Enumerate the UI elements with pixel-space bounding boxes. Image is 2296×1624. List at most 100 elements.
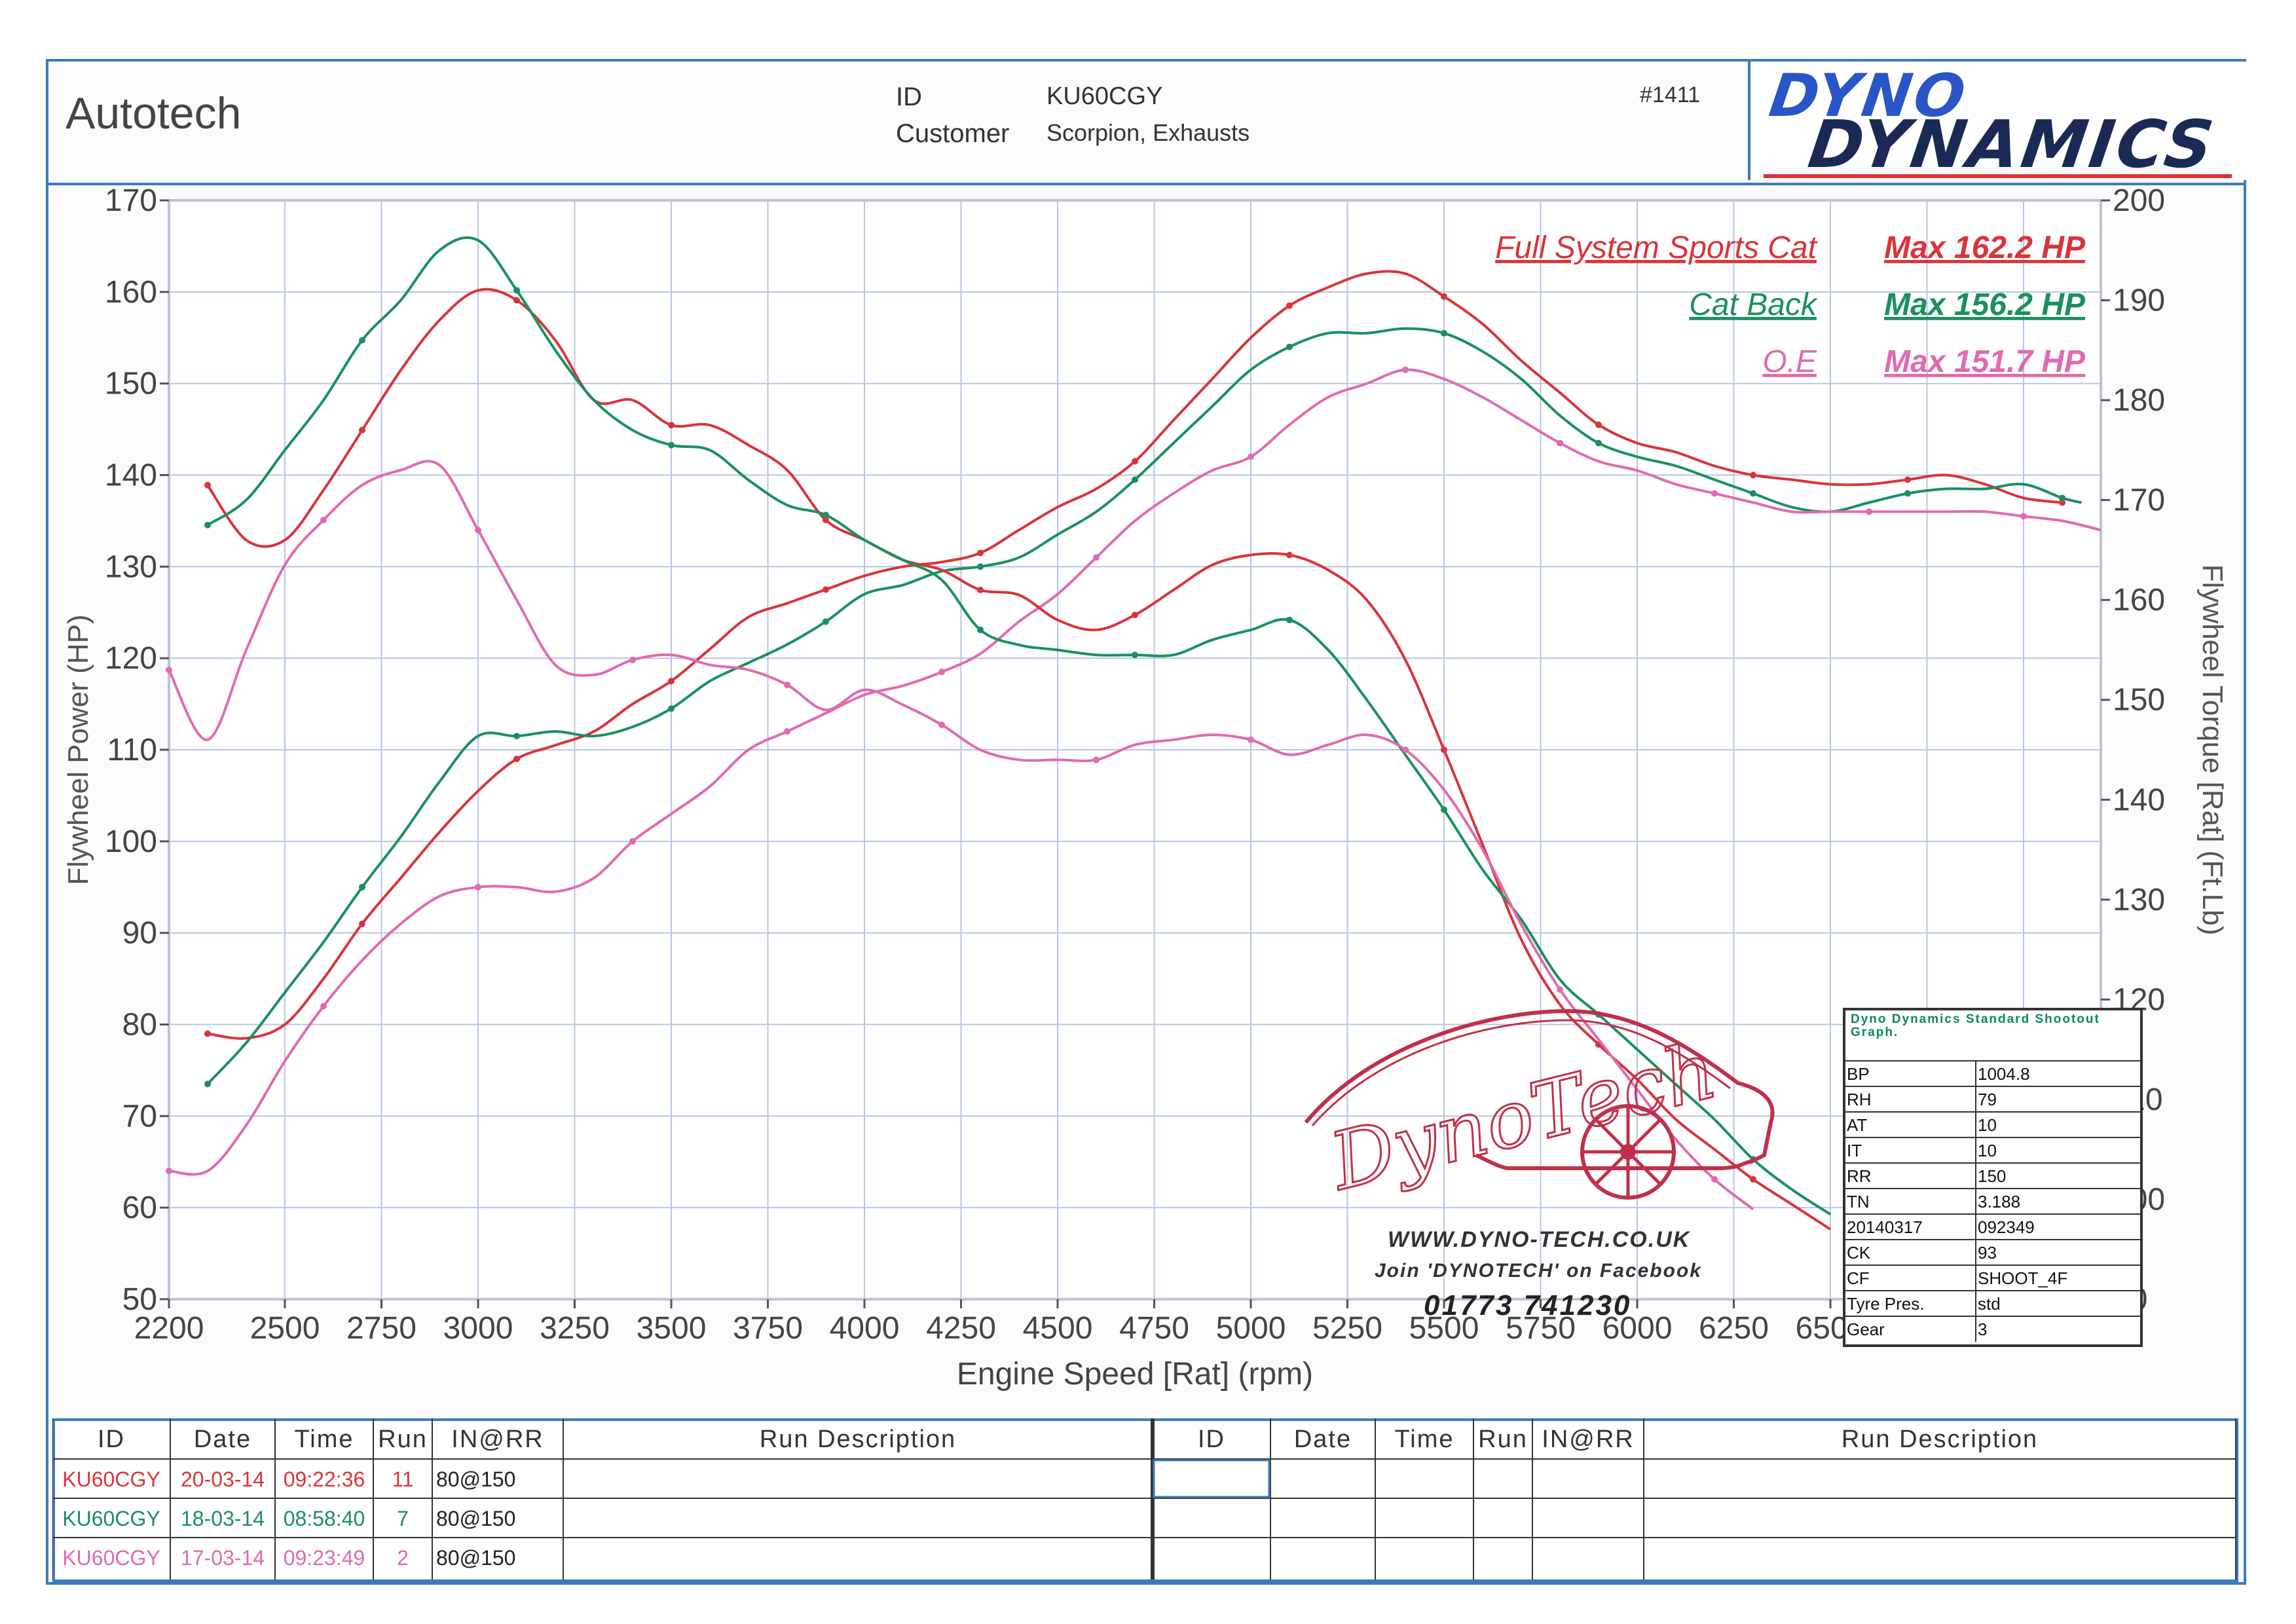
cat-back-torque-point [1286,616,1293,623]
o-e-power-point [475,883,481,891]
cat-back-torque-point [823,511,829,519]
table-cell: 80@150 [436,1507,515,1530]
params-key: BP [1847,1064,1870,1084]
o-e-torque-point [1711,1175,1718,1183]
full-system-sports-cat-torque-point [513,297,520,304]
full-system-sports-cat-power-point [2059,499,2065,506]
x-tick-label: 5000 [1216,1311,1286,1346]
o-e-power-point [1093,554,1100,561]
full-system-sports-cat-torque-point [823,517,829,524]
legend-entry-max: Max 156.2 HP [1884,287,2086,322]
params-row: RR 150 [1845,1162,2140,1189]
table-header: IN@RR [451,1426,544,1453]
o-e-torque-point [1557,986,1563,993]
params-row: CK 93 [1845,1239,2140,1265]
chart-grid [168,199,2102,1301]
runs-table: ID Date Time Run IN@RR Run Description ID Date T… [52,1418,2238,1582]
table-cell: 11 [392,1467,413,1491]
y-tick-label: 160 [105,275,157,310]
y-tick-label: 130 [105,549,157,584]
table-header: Run Description [760,1426,956,1453]
x-axis-label: Engine Speed [Rat] (rpm) [957,1357,1313,1392]
params-value: 93 [1978,1243,1997,1263]
cat-back-power-line [206,327,2082,1085]
table-header: Date [1294,1426,1352,1453]
params-divider [1975,1189,1976,1214]
y-tick-label: 60 [122,1190,157,1225]
shootout-params-box: Dyno Dynamics Standard Shootout Graph. B… [1843,1008,2143,1347]
o-e-torque-point [166,667,172,673]
y2-tick-label: 140 [2113,783,2165,817]
o-e-power-point [1248,453,1254,460]
cat-back-power-point [977,563,984,570]
runs-table-frame [52,1418,2238,1582]
y-tick-label: 150 [105,367,157,401]
y-tick-label: 70 [122,1099,157,1134]
full-system-sports-cat-power-point [1132,458,1138,465]
y2-tick-label: 130 [2113,883,2165,917]
y-tick-label: 110 [107,733,157,767]
params-value: 3.188 [1978,1192,2021,1211]
o-e-torque-point [1248,736,1254,743]
params-divider [1975,1291,1976,1316]
cat-back-torque-point [977,626,984,633]
cat-back-power-point [1904,490,1911,497]
cat-back-power-point [204,1080,211,1088]
params-key: CK [1847,1243,1871,1263]
y-tick-label: 120 [105,641,157,676]
params-divider [1975,1317,1976,1342]
full-system-sports-cat-power-point [513,756,520,762]
table-cell: 20-03-14 [181,1467,265,1491]
y-tick-label: 100 [105,824,157,859]
x-tick-label: 4500 [1023,1311,1093,1346]
sheet-number: #1411 [1640,83,1701,107]
table-header: Time [294,1426,354,1453]
table-header: ID [1198,1426,1225,1453]
params-value: 1004.8 [1978,1064,2030,1084]
params-row: CF SHOOT_4F [1845,1264,2140,1291]
params-value: 3 [1978,1320,1988,1339]
selected-cell[interactable] [1153,1459,1270,1498]
cat-back-power-point [1595,439,1602,447]
table-cell: 2 [397,1546,409,1570]
table-cell: 18-03-14 [181,1507,265,1530]
legend-entry-max: Max 162.2 HP [1884,231,2086,265]
cat-back-power-point [1750,490,1756,497]
table-header: Run [1478,1426,1528,1453]
o-e-torque-point [1093,756,1100,764]
table-cell: 80@150 [436,1546,515,1570]
legend-entry-max: Max 151.7 HP [1884,344,2086,379]
logo-stripe [1764,174,2232,178]
chart-series [166,236,2102,1230]
table-cell: 7 [397,1507,409,1530]
cat-back-torque-point [1132,652,1138,659]
params-divider [1975,1240,1976,1265]
y-tick-label: 90 [122,916,157,951]
full-system-sports-cat-torque-point [204,481,211,489]
params-title: Dyno Dynamics Standard Shootout Graph. [1851,1012,2100,1039]
full-system-sports-cat-power-point [1286,302,1293,309]
o-e-torque-point [784,681,790,688]
params-divider [1975,1087,1976,1112]
x-tick-label: 2750 [346,1311,417,1346]
o-e-torque-point [320,517,327,524]
params-key: CF [1847,1268,1870,1288]
app-title: Autotech [65,88,242,138]
cat-back-torque-point [668,441,675,449]
table-cell: KU60CGY [62,1467,160,1491]
params-row: 20140317 092349 [1845,1213,2140,1240]
table-cell: 80@150 [436,1467,515,1491]
legend-entry-name: Full System Sports Cat [1495,231,1817,265]
dynotech-stamp: DynoTech WWW.DYNO-TECH.CO.UK Join 'DYNOT… [1293,1005,1784,1345]
x-tick-label: 2500 [250,1311,320,1346]
x-tick-label: 4750 [1119,1311,1189,1346]
x-tick-label: 2200 [134,1311,204,1346]
x-tick-label: 6000 [1602,1311,1673,1346]
y-tick-label: 50 [122,1282,157,1317]
params-divider [1975,1113,1976,1137]
params-row: RH 79 [1845,1086,2140,1112]
o-e-power-point [320,1003,327,1010]
full-system-sports-cat-power-line [207,270,2063,1040]
params-row: BP 1004.8 [1845,1060,2140,1086]
o-e-power-line [168,368,2102,1176]
